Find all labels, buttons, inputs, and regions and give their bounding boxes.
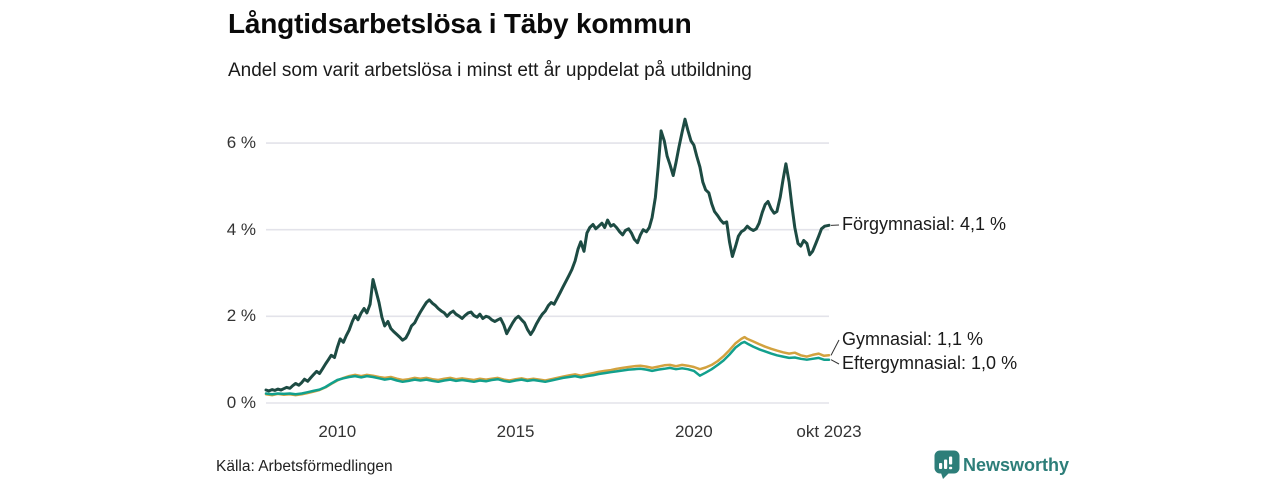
page-title: Långtidsarbetslösa i Täby kommun	[228, 8, 692, 39]
series-end-label-eftergymnasial: Eftergymnasial: 1,0 %	[842, 353, 1018, 373]
newsworthy-brand-label: Newsworthy	[963, 455, 1070, 475]
chart-subtitle: Andel som varit arbetslösa i minst ett å…	[228, 60, 752, 81]
y-axis-tick-label: 0 %	[226, 393, 256, 412]
y-axis-tick-label: 2 %	[226, 306, 256, 326]
series-line-gymnasial	[264, 335, 831, 397]
y-axis-tick-label: 4 %	[226, 219, 256, 239]
label-connector	[830, 359, 840, 365]
series-line-eftergymnasial	[264, 340, 831, 396]
x-axis-tick-label: okt 2023	[796, 422, 862, 441]
series-end-label-förgymnasial: Förgymnasial: 4,1 %	[842, 214, 1007, 234]
label-connector	[830, 339, 840, 356]
x-axis-tick-label: 2010	[318, 422, 357, 441]
y-axis-tick-label: 6 %	[226, 133, 256, 153]
x-axis-tick-label: 2020	[674, 422, 713, 441]
series-end-label-gymnasial: Gymnasial: 1,1 %	[842, 329, 984, 349]
series-line-förgymnasial	[264, 117, 831, 393]
x-axis-tick-label: 2015	[496, 422, 535, 441]
newsworthy-logo-icon	[934, 450, 960, 479]
source-note: Källa: Arbetsförmedlingen	[216, 458, 393, 475]
